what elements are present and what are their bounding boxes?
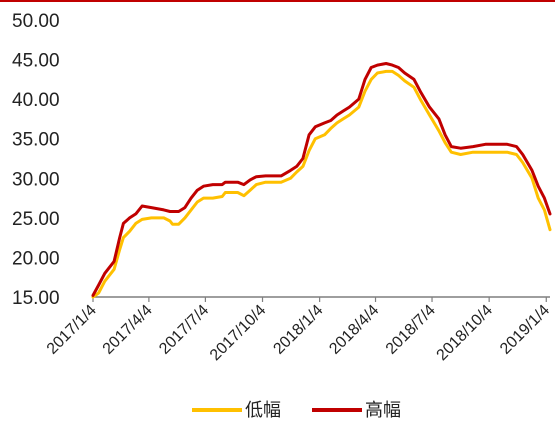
legend-label-1: 高幅 bbox=[365, 400, 401, 421]
x-tick-label: 2017/4/4 bbox=[100, 302, 156, 358]
x-tick-label: 2018/10/4 bbox=[434, 302, 496, 364]
y-tick-label: 45.00 bbox=[12, 51, 60, 72]
top-accent-rule bbox=[0, 0, 555, 2]
x-tick-label: 2019/1/4 bbox=[497, 302, 553, 358]
y-tick-label: 50.00 bbox=[12, 11, 60, 32]
x-tick-label: 2018/4/4 bbox=[326, 302, 382, 358]
axes: 15.00 20.00 25.00 30.00 35.00 40.00 45.00 50.00… bbox=[12, 11, 553, 364]
y-tick-label: 20.00 bbox=[12, 248, 60, 269]
x-tick-label: 2018/1/4 bbox=[270, 302, 326, 358]
y-tick-label: 35.00 bbox=[12, 130, 60, 151]
x-tick-label: 2017/10/4 bbox=[207, 302, 269, 364]
y-tick-label: 15.00 bbox=[12, 288, 60, 309]
y-tick-label: 40.00 bbox=[12, 90, 60, 111]
y-tick-label: 30.00 bbox=[12, 169, 60, 190]
x-tick-label: 2017/1/4 bbox=[44, 302, 100, 358]
x-tick-label: 2017/7/4 bbox=[156, 302, 212, 358]
series-lines bbox=[91, 62, 552, 299]
x-tick-label: 2018/7/4 bbox=[383, 302, 439, 358]
legend-label-0: 低幅 bbox=[245, 400, 281, 421]
legend: 低幅 高幅 bbox=[192, 400, 401, 421]
series-line-1 bbox=[91, 62, 552, 297]
y-tick-label: 25.00 bbox=[12, 209, 60, 230]
series-line-0 bbox=[91, 69, 552, 299]
